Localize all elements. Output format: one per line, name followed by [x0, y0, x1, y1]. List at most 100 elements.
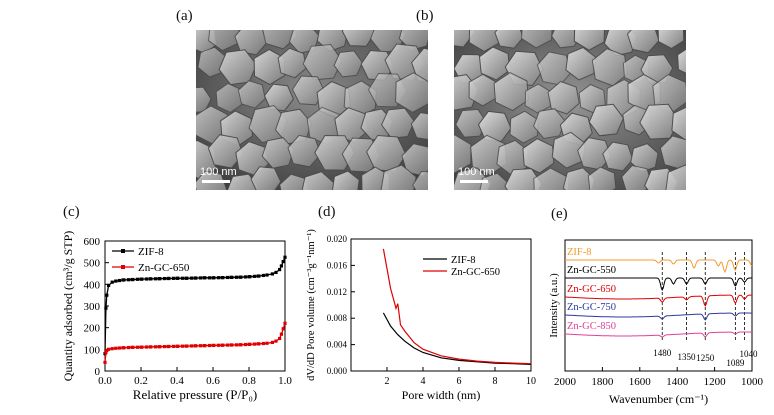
spectrum-label-e: Zn-GC-850: [567, 321, 616, 332]
series-marker-c: [202, 276, 206, 280]
series-marker-c: [149, 345, 153, 349]
y-tick-label-d: 0.008: [327, 313, 348, 323]
series-marker-c: [216, 276, 220, 280]
series-line-c: [104, 257, 286, 354]
crystal: [621, 164, 653, 190]
series-marker-c: [180, 276, 184, 280]
series-marker-c: [117, 278, 121, 283]
annotation-e: 1040: [740, 349, 759, 359]
legend-label-d: Zn-GC-650: [451, 267, 500, 278]
series-marker-c: [158, 277, 162, 281]
crystal: [602, 141, 634, 172]
x-tick-label-c: 0.2: [134, 375, 148, 387]
series-marker-c: [185, 344, 189, 348]
crystal: [207, 134, 244, 169]
spectrum-line-e: [565, 312, 752, 321]
series-marker-c: [238, 343, 242, 347]
annotation-e: 1250: [696, 353, 715, 363]
series-marker-c: [131, 277, 135, 282]
crystal: [291, 75, 326, 106]
crystal: [332, 170, 360, 190]
series-marker-c: [166, 276, 170, 281]
series-marker-c: [193, 276, 197, 280]
crystal: [287, 134, 322, 168]
series-marker-c: [194, 276, 198, 280]
series-marker-c: [229, 343, 233, 347]
series-marker-c: [212, 276, 216, 280]
series-marker-c: [256, 342, 260, 346]
series-marker-c: [211, 276, 215, 280]
series-marker-c: [189, 276, 193, 280]
x-tick-label-c: 0.0: [98, 375, 112, 387]
series-marker-c: [252, 274, 256, 278]
x-tick-label-c: 0.8: [242, 375, 256, 387]
y-tick-label-c: 400: [84, 279, 101, 291]
series-marker-c: [126, 345, 130, 350]
x-tick-label-d: 2: [385, 376, 390, 387]
series-marker-c: [185, 276, 189, 280]
crystal: [520, 30, 553, 49]
y-tick-label-d: 0.020: [327, 234, 348, 244]
series-marker-c: [283, 255, 287, 259]
series-marker-c: [121, 346, 125, 350]
series-marker-c: [193, 344, 197, 348]
crystal: [196, 86, 212, 113]
series-marker-c: [279, 332, 283, 336]
series-marker-c: [166, 344, 170, 349]
series-marker-c: [189, 344, 193, 348]
series-marker-c: [220, 276, 224, 280]
crystal: [454, 134, 472, 174]
series-marker-c: [221, 343, 225, 347]
y-tick-label-c: 300: [84, 301, 101, 313]
series-marker-c: [144, 277, 148, 281]
crystal: [380, 164, 417, 190]
panel-label-b: (b): [416, 8, 434, 24]
x-tick-label-e: 2000: [554, 376, 577, 388]
crystal: [341, 30, 376, 47]
series-marker-c: [248, 275, 252, 279]
series-marker-c: [256, 274, 260, 278]
panel-label-a: (a): [176, 8, 193, 24]
series-marker-c: [261, 273, 265, 278]
series-marker-c: [257, 342, 261, 346]
series-marker-c: [216, 343, 220, 347]
series-marker-c: [221, 275, 225, 280]
x-tick-label-c: 0.6: [206, 375, 220, 387]
x-axis-label-d: Pore width (nm): [402, 388, 481, 402]
series-marker-c: [184, 276, 188, 280]
series-marker-c: [261, 341, 265, 346]
series-marker-c: [257, 274, 261, 278]
series-marker-c: [167, 276, 171, 281]
series-marker-c: [140, 277, 144, 281]
y-tick-label-d: 0.012: [327, 287, 347, 297]
series-marker-c: [140, 345, 144, 349]
series-marker-c: [248, 342, 252, 346]
series-marker-c: [274, 339, 278, 343]
annotation-e: 1089: [726, 358, 745, 368]
series-marker-c: [176, 276, 180, 280]
crystal: [547, 80, 580, 115]
crystal: [587, 166, 617, 190]
series-line-d: [382, 248, 532, 365]
x-axis-label-e: Wavenumber (cm⁻¹): [609, 392, 708, 406]
legend-label-c: ZIF-8: [138, 246, 164, 258]
series-marker-c: [162, 345, 166, 349]
x-tick-label-e: 1800: [591, 376, 614, 388]
panel-label-e: (e): [551, 206, 568, 222]
series-marker-c: [107, 283, 111, 288]
series-marker-c: [283, 321, 287, 325]
series-marker-c: [225, 275, 229, 280]
series-marker-c: [167, 344, 171, 349]
crystal: [478, 46, 511, 81]
series-marker-c: [212, 343, 216, 348]
series-marker-c: [144, 345, 148, 349]
series-marker-c: [279, 264, 283, 268]
spectrum-line-e: [565, 331, 752, 338]
crystal: [208, 30, 240, 52]
series-marker-c: [171, 344, 175, 348]
x-axis-label-c: Relative pressure (P/P₀): [133, 387, 257, 402]
annotation-e: 1480: [653, 348, 672, 358]
axes-frame-c: [104, 240, 286, 372]
series-marker-c: [122, 346, 126, 350]
y-tick-label-c: 0: [95, 366, 101, 378]
